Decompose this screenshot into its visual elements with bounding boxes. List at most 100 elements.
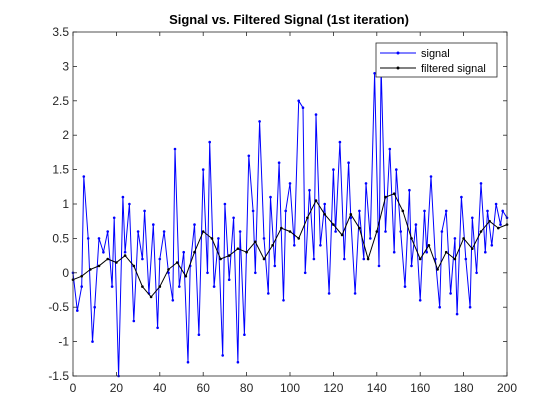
series-layer bbox=[71, 65, 509, 378]
data-point-signal bbox=[484, 250, 487, 254]
data-point-filtered-signal bbox=[227, 254, 231, 257]
x-tick-label: 40 bbox=[153, 381, 167, 395]
data-point-signal bbox=[254, 271, 257, 275]
data-point-signal bbox=[403, 285, 407, 288]
data-point-signal bbox=[171, 299, 175, 302]
data-point-filtered-signal bbox=[262, 257, 266, 261]
data-point-signal bbox=[425, 250, 429, 254]
data-point-signal bbox=[440, 230, 444, 233]
data-point-signal bbox=[251, 209, 255, 213]
data-point-filtered-signal bbox=[280, 226, 283, 230]
data-point-filtered-signal bbox=[271, 244, 274, 247]
y-tick-label: -0.5 bbox=[48, 300, 69, 314]
data-point-filtered-signal bbox=[219, 257, 222, 261]
data-point-signal bbox=[343, 257, 346, 261]
data-point-signal bbox=[301, 106, 305, 109]
x-tick-label: 0 bbox=[70, 381, 77, 395]
data-point-filtered-signal bbox=[149, 295, 153, 299]
data-point-signal bbox=[377, 264, 381, 268]
data-point-signal bbox=[358, 209, 361, 213]
data-point-signal bbox=[449, 292, 452, 295]
data-point-signal bbox=[434, 257, 437, 261]
data-point-signal bbox=[262, 237, 266, 240]
x-tick-label: 160 bbox=[410, 381, 430, 395]
y-tick-label: 2 bbox=[62, 128, 69, 142]
data-point-signal bbox=[395, 168, 398, 171]
data-point-filtered-signal bbox=[167, 268, 170, 271]
data-point-signal bbox=[243, 333, 246, 337]
plot-area bbox=[73, 32, 507, 376]
data-point-signal bbox=[201, 168, 205, 171]
data-point-signal bbox=[227, 278, 231, 282]
data-point-signal bbox=[288, 182, 292, 185]
data-point-filtered-signal bbox=[358, 226, 361, 230]
x-tick-label: 80 bbox=[240, 381, 254, 395]
data-point-filtered-signal bbox=[184, 274, 188, 278]
data-point-signal bbox=[221, 354, 224, 357]
data-point-signal bbox=[444, 209, 448, 213]
legend-signal-label: signal bbox=[421, 48, 450, 60]
data-point-signal bbox=[173, 147, 177, 151]
data-point-signal bbox=[82, 175, 86, 178]
data-point-signal bbox=[86, 237, 90, 240]
data-point-filtered-signal bbox=[453, 257, 457, 261]
data-point-signal bbox=[182, 250, 185, 254]
data-point-signal bbox=[293, 244, 296, 247]
data-point-signal bbox=[308, 188, 311, 192]
data-point-filtered-signal bbox=[366, 257, 370, 261]
data-point-filtered-signal bbox=[210, 237, 214, 240]
data-point-signal bbox=[106, 230, 109, 233]
data-point-signal bbox=[97, 237, 101, 240]
data-point-signal bbox=[297, 99, 301, 103]
data-point-signal bbox=[460, 195, 463, 199]
data-point-signal bbox=[217, 237, 220, 240]
x-tick-label: 140 bbox=[367, 381, 387, 395]
data-point-filtered-signal bbox=[384, 195, 387, 199]
y-tick-label: 3.5 bbox=[52, 25, 69, 39]
data-point-filtered-signal bbox=[193, 250, 196, 254]
data-point-signal bbox=[494, 202, 498, 206]
data-point-signal bbox=[197, 333, 201, 337]
y-tick-label: 3 bbox=[62, 59, 69, 73]
data-point-filtered-signal bbox=[201, 230, 205, 233]
y-tick-label: 0.5 bbox=[52, 231, 69, 245]
data-point-signal bbox=[303, 271, 307, 275]
data-point-filtered-signal bbox=[314, 199, 318, 202]
data-point-signal bbox=[501, 209, 505, 213]
data-point-filtered-signal bbox=[462, 237, 465, 240]
x-tick-label: 120 bbox=[323, 381, 343, 395]
data-point-filtered-signal bbox=[158, 285, 162, 288]
data-point-signal bbox=[490, 244, 494, 247]
data-point-signal bbox=[247, 154, 251, 158]
data-point-signal bbox=[76, 309, 79, 312]
data-point-signal bbox=[80, 285, 83, 288]
data-point-signal bbox=[479, 182, 483, 185]
y-tick-label: 2.5 bbox=[52, 94, 69, 108]
data-point-signal bbox=[143, 209, 146, 213]
data-point-filtered-signal bbox=[427, 244, 431, 247]
data-point-signal bbox=[282, 299, 285, 302]
data-point-signal bbox=[193, 223, 196, 226]
data-point-signal bbox=[152, 223, 155, 226]
x-tick-label: 180 bbox=[454, 381, 474, 395]
x-tick-label: 20 bbox=[110, 381, 124, 395]
data-point-filtered-signal bbox=[115, 261, 118, 264]
data-point-filtered-signal bbox=[306, 216, 309, 220]
data-point-filtered-signal bbox=[323, 213, 327, 216]
data-point-signal bbox=[353, 292, 357, 295]
data-point-signal bbox=[162, 230, 166, 233]
data-point-signal bbox=[141, 257, 144, 261]
data-point-signal bbox=[314, 113, 318, 116]
data-point-signal bbox=[186, 360, 190, 364]
data-point-filtered-signal bbox=[297, 237, 301, 240]
data-point-signal bbox=[132, 319, 136, 323]
data-point-signal bbox=[499, 223, 502, 226]
data-point-signal bbox=[212, 285, 216, 288]
data-point-signal bbox=[399, 230, 403, 233]
y-tick-label: 1 bbox=[62, 197, 69, 211]
data-point-signal bbox=[112, 216, 116, 220]
data-point-filtered-signal bbox=[175, 261, 179, 264]
data-point-signal bbox=[167, 271, 170, 275]
data-point-filtered-signal bbox=[123, 254, 127, 257]
